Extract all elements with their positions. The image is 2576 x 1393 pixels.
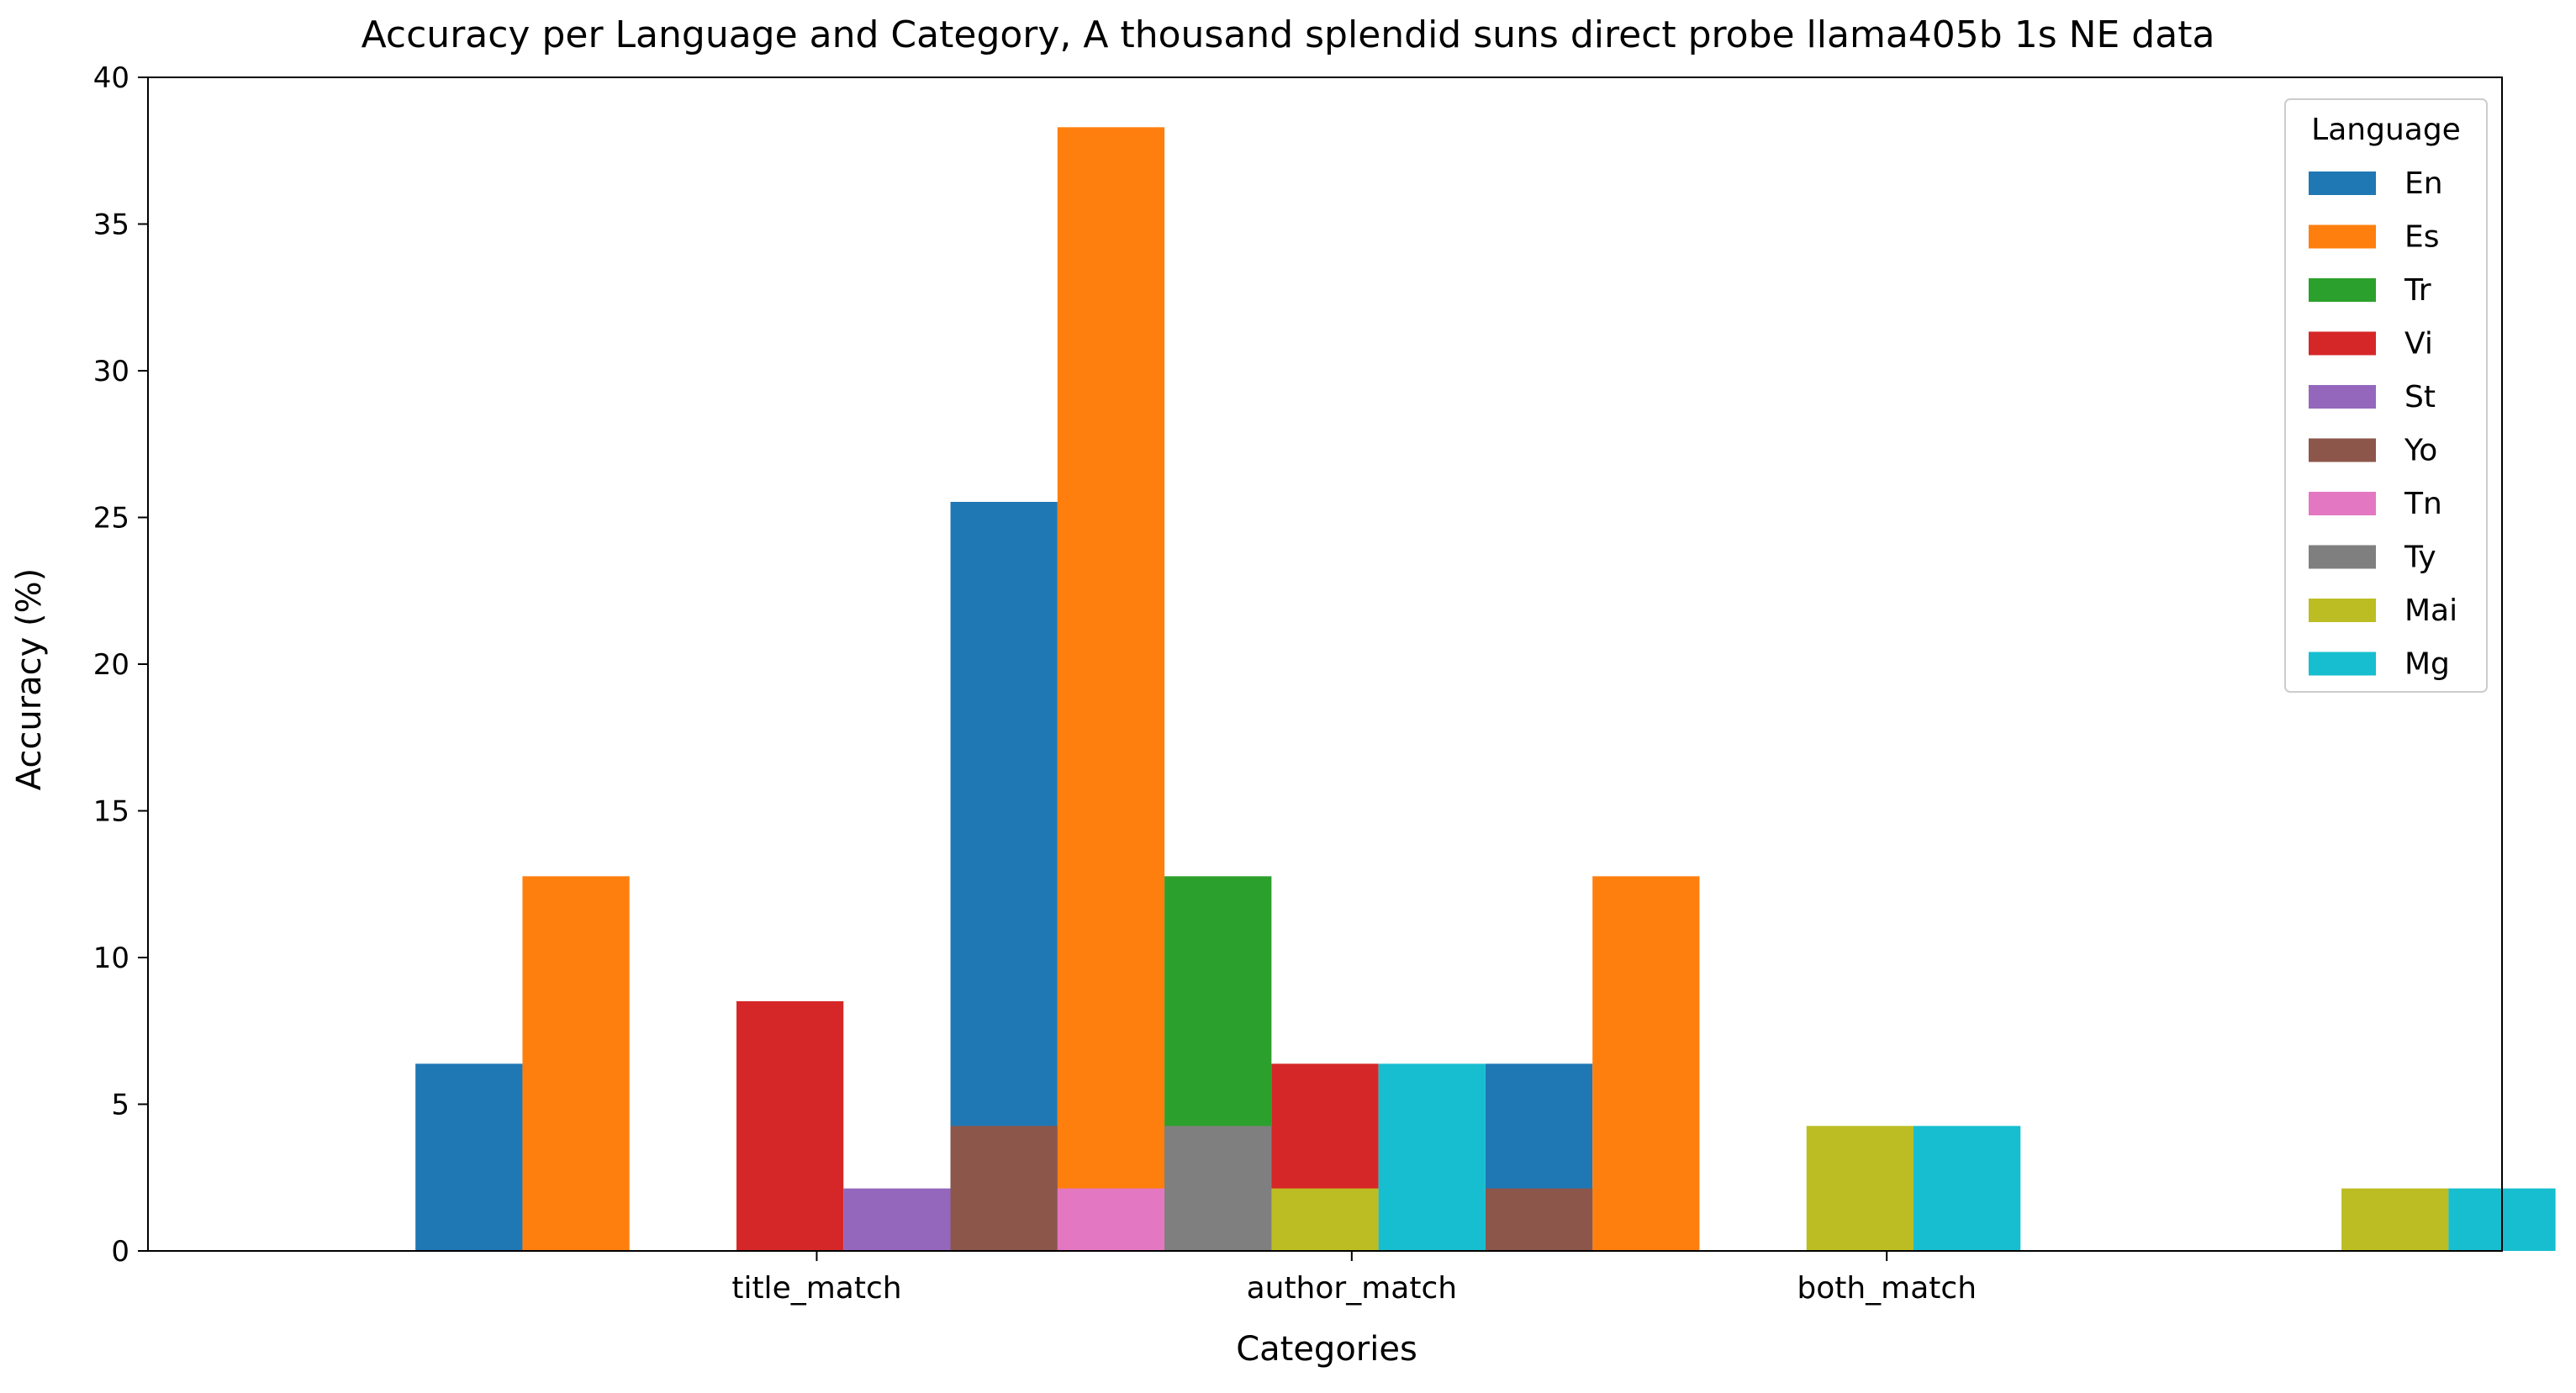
legend-swatch-en xyxy=(2309,171,2376,195)
legend-label-tr: Tr xyxy=(2404,273,2431,308)
bar-es-2 xyxy=(1592,876,1700,1251)
x-tick-label: both_match xyxy=(1797,1271,1977,1306)
bars-layer xyxy=(415,127,2556,1252)
x-tick-label: author_match xyxy=(1247,1271,1458,1306)
legend: Language En Es Tr Vi St Yo Tn Ty Mai Mg xyxy=(2284,98,2488,693)
bar-mg-0 xyxy=(1378,1063,1486,1251)
legend-swatch-tn xyxy=(2309,492,2376,515)
y-tick-label: 5 xyxy=(111,1089,129,1122)
legend-swatch-vi xyxy=(2309,331,2376,356)
legend-swatch-mai xyxy=(2309,599,2376,622)
bar-en-0 xyxy=(415,1063,523,1251)
chart-title: Accuracy per Language and Category, A th… xyxy=(362,13,2215,56)
bar-mai-2 xyxy=(2341,1188,2449,1251)
bar-st-0 xyxy=(843,1188,951,1251)
legend-label-yo: Yo xyxy=(2404,434,2437,468)
legend-label-mg: Mg xyxy=(2404,647,2450,682)
legend-label-mai: Mai xyxy=(2404,594,2457,628)
bar-mg-1 xyxy=(1914,1126,2021,1251)
bar-mai-1 xyxy=(1806,1126,1914,1251)
bar-vi-0 xyxy=(736,1001,844,1251)
legend-swatch-es xyxy=(2309,224,2376,249)
bar-es-1 xyxy=(1057,127,1165,1252)
legend-label-vi: Vi xyxy=(2404,327,2433,361)
legend-swatch-mg xyxy=(2309,652,2376,676)
x-axis-label: Categories xyxy=(1236,1330,1417,1369)
legend-swatch-yo xyxy=(2309,438,2376,462)
legend-label-st: St xyxy=(2404,380,2436,414)
legend-label-en: En xyxy=(2404,166,2443,201)
y-tick-label: 35 xyxy=(93,208,129,242)
y-tick-label: 30 xyxy=(93,355,129,388)
legend-title: Language xyxy=(2311,113,2461,147)
y-tick-label: 15 xyxy=(93,795,129,829)
x-tick-label: title_match xyxy=(731,1271,901,1306)
legend-swatch-ty xyxy=(2309,545,2376,569)
y-tick-label: 20 xyxy=(93,648,129,682)
y-tick-label: 40 xyxy=(93,61,129,95)
y-tick-label: 10 xyxy=(93,942,129,975)
bar-tn-0 xyxy=(1057,1188,1165,1251)
y-tick-label: 25 xyxy=(93,502,129,536)
bar-mai-0 xyxy=(1271,1188,1379,1251)
legend-label-es: Es xyxy=(2404,220,2440,255)
bar-yo-0 xyxy=(950,1126,1058,1251)
bar-yo-1 xyxy=(1485,1188,1593,1251)
legend-swatch-st xyxy=(2309,385,2376,409)
bar-es-0 xyxy=(522,876,630,1251)
legend-label-tn: Tn xyxy=(2404,487,2442,521)
legend-swatch-tr xyxy=(2309,278,2376,302)
axes-layer: 0 5 10 15 20 25 30 35 40 title_match author_match b… xyxy=(93,61,2503,1306)
legend-label-ty: Ty xyxy=(2404,541,2436,575)
bar-ty-0 xyxy=(1164,1126,1272,1251)
y-axis-label: Accuracy (%) xyxy=(10,568,49,791)
y-tick-label: 0 xyxy=(111,1235,129,1269)
